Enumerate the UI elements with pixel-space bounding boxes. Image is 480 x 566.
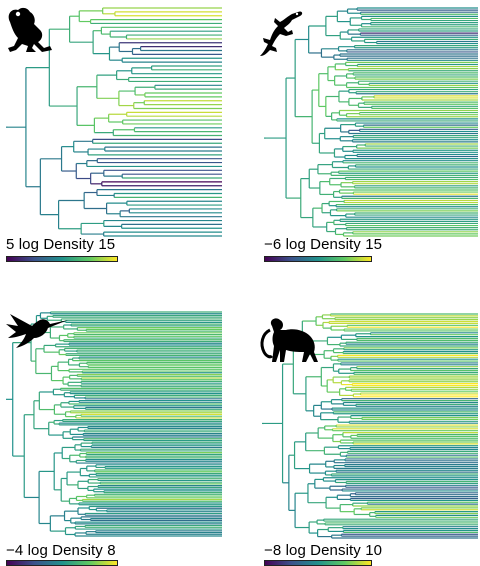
panel-gecko: −6 log Density 15 (246, 0, 478, 268)
legend-min: 5 (6, 236, 15, 253)
colorbar-hummingbird (6, 560, 118, 566)
legend-max: 15 (365, 236, 383, 253)
gecko-silhouette-icon (260, 11, 303, 57)
colorbar-frog (6, 256, 118, 262)
legend-label-monkey: −8 log Density 10 (264, 542, 382, 559)
colorbar-gecko (264, 256, 372, 262)
frog-silhouette-icon (8, 7, 52, 52)
panel-frog: 5 log Density 15 (0, 0, 232, 268)
panel-monkey: −8 log Density 10 (246, 298, 478, 566)
legend-title: log Density (285, 236, 361, 253)
panel-hummingbird: −4 log Density 8 (0, 298, 232, 566)
legend-min: −8 (264, 542, 282, 559)
legend-title: log Density (18, 236, 95, 253)
legend-max: 8 (107, 542, 116, 559)
legend-label-frog: 5 log Density 15 (6, 236, 115, 253)
colorbar-monkey (264, 560, 372, 566)
phylogeny-tree-gecko (264, 7, 478, 237)
legend-max: 10 (365, 542, 383, 559)
hummingbird-silhouette-icon (6, 314, 68, 348)
legend-title: log Density (27, 542, 103, 559)
legend-label-gecko: −6 log Density 15 (264, 236, 382, 253)
legend-max: 15 (98, 236, 116, 253)
legend-label-hummingbird: −4 log Density 8 (6, 542, 116, 559)
legend-title: log Density (285, 542, 361, 559)
monkey-silhouette-icon (260, 318, 318, 362)
legend-min: −6 (264, 236, 282, 253)
phylogeny-tree-frog (6, 7, 222, 237)
phylogeny-tree-hummingbird (6, 311, 222, 537)
legend-min: −4 (6, 542, 24, 559)
phylogeny-tree-monkey (262, 313, 478, 539)
